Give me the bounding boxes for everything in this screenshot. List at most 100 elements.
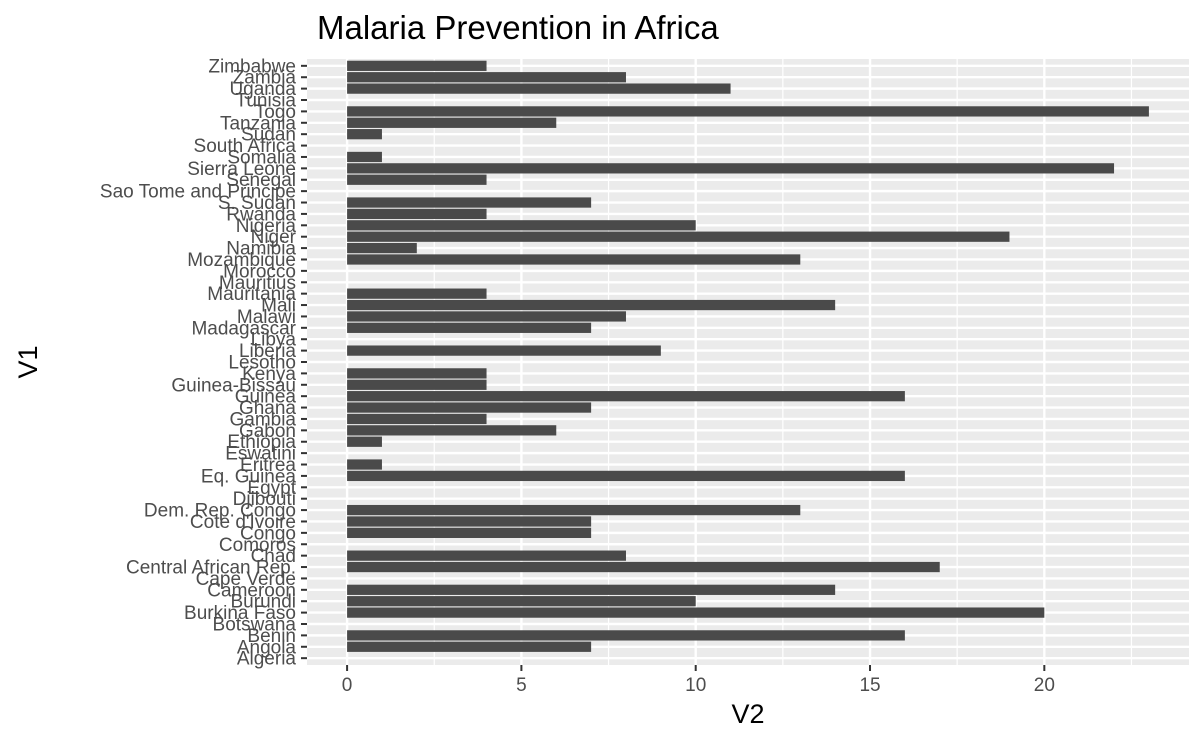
y-tick-label: S. Sudan xyxy=(218,193,296,214)
y-tick-label: Burkina Faso xyxy=(184,603,296,624)
x-tick-label: 0 xyxy=(342,675,353,696)
y-tick-label: Libya xyxy=(251,330,297,351)
bar xyxy=(347,311,626,322)
bar xyxy=(347,413,487,425)
bar xyxy=(347,322,592,333)
y-tick-label: South Africa xyxy=(194,136,297,157)
x-axis-ticks: 0 5 10 15 20 xyxy=(342,665,1055,696)
bar xyxy=(347,197,592,208)
y-tick-label: Morocco xyxy=(223,261,296,282)
y-tick-label: Niger xyxy=(251,227,297,248)
y-tick-label: Gabon xyxy=(239,421,296,442)
chart-title: Malaria Prevention in Africa xyxy=(317,9,719,46)
y-tick-label: Eswatini xyxy=(225,444,296,465)
y-tick-label: Burundi xyxy=(231,592,297,613)
bar xyxy=(347,151,382,163)
y-tick-label: Togo xyxy=(255,102,296,123)
y-tick-label: Cape Verde xyxy=(196,569,296,590)
y-tick-label: Namibia xyxy=(226,239,296,260)
bar xyxy=(347,391,905,402)
y-tick-label: Cameroon xyxy=(207,580,296,601)
bar xyxy=(347,345,661,356)
y-tick-label: Eq. Guinea xyxy=(201,466,296,487)
y-tick-label: Gambia xyxy=(229,409,296,430)
y-tick-label: Lesotho xyxy=(228,353,296,374)
bar xyxy=(347,106,1149,117)
y-tick-label: Eritrea xyxy=(240,455,296,476)
x-tick-label: 15 xyxy=(859,675,880,696)
y-tick-label: Somalia xyxy=(227,147,296,168)
bar xyxy=(347,163,1115,174)
y-tick-label: Uganda xyxy=(229,79,296,100)
y-tick-label: Guinea xyxy=(235,387,297,408)
y-tick-label: Dem. Rep. Congo xyxy=(144,501,296,522)
y-tick-label: Congo xyxy=(240,523,296,544)
y-axis-title: V1 xyxy=(13,345,43,378)
bar xyxy=(347,527,592,538)
bar xyxy=(347,129,382,140)
bar xyxy=(347,459,382,470)
bar xyxy=(347,254,801,265)
bar xyxy=(347,561,940,573)
bar xyxy=(347,402,592,413)
y-tick-label: Senegal xyxy=(226,170,296,191)
bar xyxy=(347,436,382,447)
x-tick-label: 20 xyxy=(1034,675,1055,696)
y-tick-label: Liberia xyxy=(239,341,296,362)
x-tick-label: 10 xyxy=(685,675,706,696)
bar xyxy=(347,630,905,641)
y-tick-label: Malawi xyxy=(237,307,296,328)
bar xyxy=(347,425,557,436)
y-tick-label: Angola xyxy=(237,637,297,658)
y-tick-label: Ghana xyxy=(239,398,296,419)
bar xyxy=(347,242,417,254)
bar xyxy=(347,607,1045,618)
bar xyxy=(347,208,487,220)
y-tick-label: Egypt xyxy=(247,478,296,499)
bar xyxy=(347,72,626,83)
bar xyxy=(347,470,905,482)
bar xyxy=(347,60,487,71)
bar xyxy=(347,379,487,390)
y-tick-label: Madagascar xyxy=(191,318,296,339)
y-tick-label: Rwanda xyxy=(226,204,296,225)
bar xyxy=(347,516,592,527)
bar xyxy=(347,117,557,128)
bars xyxy=(347,60,1149,652)
bar xyxy=(347,368,487,379)
x-axis-title: V2 xyxy=(731,699,764,729)
bar xyxy=(347,596,696,607)
y-tick-label: Mozambique xyxy=(187,250,296,271)
y-tick-label: Central African Rep. xyxy=(126,558,296,579)
y-tick-label: Mauritania xyxy=(207,284,296,305)
bar xyxy=(347,299,836,311)
bar xyxy=(347,550,626,561)
y-tick-label: Cote d'Ivoire xyxy=(190,512,296,533)
y-tick-label: Chad xyxy=(251,546,296,567)
y-tick-label: Ethiopia xyxy=(227,432,296,453)
bar xyxy=(347,641,592,652)
bar xyxy=(347,83,731,94)
y-tick-label: Mauritius xyxy=(219,273,296,294)
y-tick-label: Benin xyxy=(247,626,296,647)
y-tick-label: Sudan xyxy=(241,125,296,146)
y-tick-label: Tanzania xyxy=(220,113,296,134)
bar xyxy=(347,231,1010,242)
bar xyxy=(347,288,487,299)
y-tick-label: Zambia xyxy=(233,68,297,89)
y-tick-label: Mali xyxy=(261,296,296,317)
y-tick-label: Nigeria xyxy=(236,216,297,237)
y-tick-label: Zimbabwe xyxy=(208,56,296,77)
bar xyxy=(347,174,487,185)
y-tick-label: Botswana xyxy=(213,614,297,635)
y-tick-label: Sao Tome and Principe xyxy=(100,182,296,203)
x-tick-label: 5 xyxy=(516,675,527,696)
y-tick-label: Algeria xyxy=(237,649,297,670)
bar xyxy=(347,504,801,516)
y-tick-label: Djibouti xyxy=(233,489,296,510)
y-tick-label: Tunisia xyxy=(235,91,296,112)
bar xyxy=(347,220,696,231)
